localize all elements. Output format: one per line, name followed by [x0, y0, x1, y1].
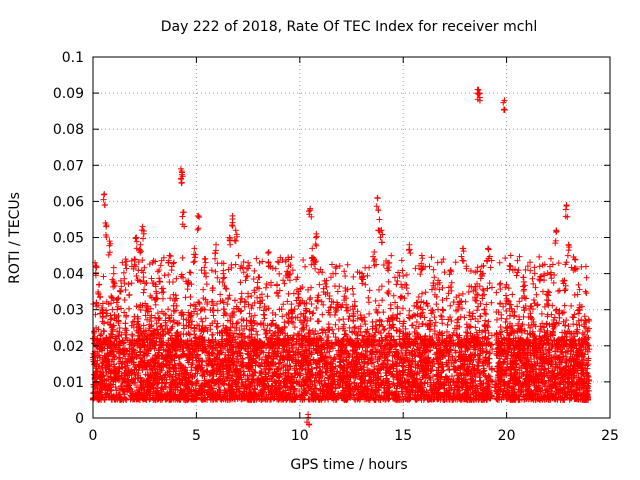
data-point	[443, 328, 450, 335]
data-point	[330, 330, 337, 337]
data-point	[379, 361, 386, 368]
data-point	[447, 302, 454, 309]
data-point	[122, 359, 129, 366]
data-point	[393, 385, 400, 392]
data-point	[439, 330, 446, 337]
data-point	[167, 318, 174, 325]
data-point	[466, 363, 473, 370]
data-point	[393, 368, 400, 375]
data-point	[373, 380, 380, 387]
data-point	[279, 313, 286, 320]
data-point	[176, 360, 183, 367]
data-point	[472, 370, 479, 377]
data-point	[235, 389, 242, 396]
data-point	[116, 354, 123, 361]
data-point	[377, 373, 384, 380]
data-point	[432, 319, 439, 326]
data-point	[226, 346, 233, 353]
data-point	[371, 366, 378, 373]
data-point	[350, 392, 357, 399]
data-point	[399, 351, 406, 358]
data-point	[428, 366, 435, 373]
data-point	[210, 312, 217, 319]
data-point	[312, 382, 319, 389]
data-point	[361, 318, 368, 325]
data-point	[482, 354, 489, 361]
data-point	[448, 373, 455, 380]
data-point	[373, 349, 380, 356]
data-point	[412, 351, 419, 358]
data-point	[467, 316, 474, 323]
data-point	[312, 385, 319, 392]
data-point	[394, 305, 401, 312]
data-point	[140, 322, 147, 329]
data-point	[234, 319, 241, 326]
data-point	[154, 310, 161, 317]
data-point	[411, 302, 418, 309]
data-point	[385, 315, 392, 322]
data-point	[366, 310, 373, 317]
data-point	[115, 355, 122, 362]
data-point	[153, 320, 160, 327]
data-point	[476, 356, 483, 363]
data-point	[187, 379, 194, 386]
data-point	[371, 332, 378, 339]
data-point	[411, 329, 418, 336]
data-point	[296, 387, 303, 394]
data-point	[332, 321, 339, 328]
data-point	[281, 383, 288, 390]
data-point	[280, 363, 287, 370]
data-point	[265, 391, 272, 398]
data-point	[165, 315, 172, 322]
data-point	[332, 356, 339, 363]
data-point	[277, 359, 284, 366]
